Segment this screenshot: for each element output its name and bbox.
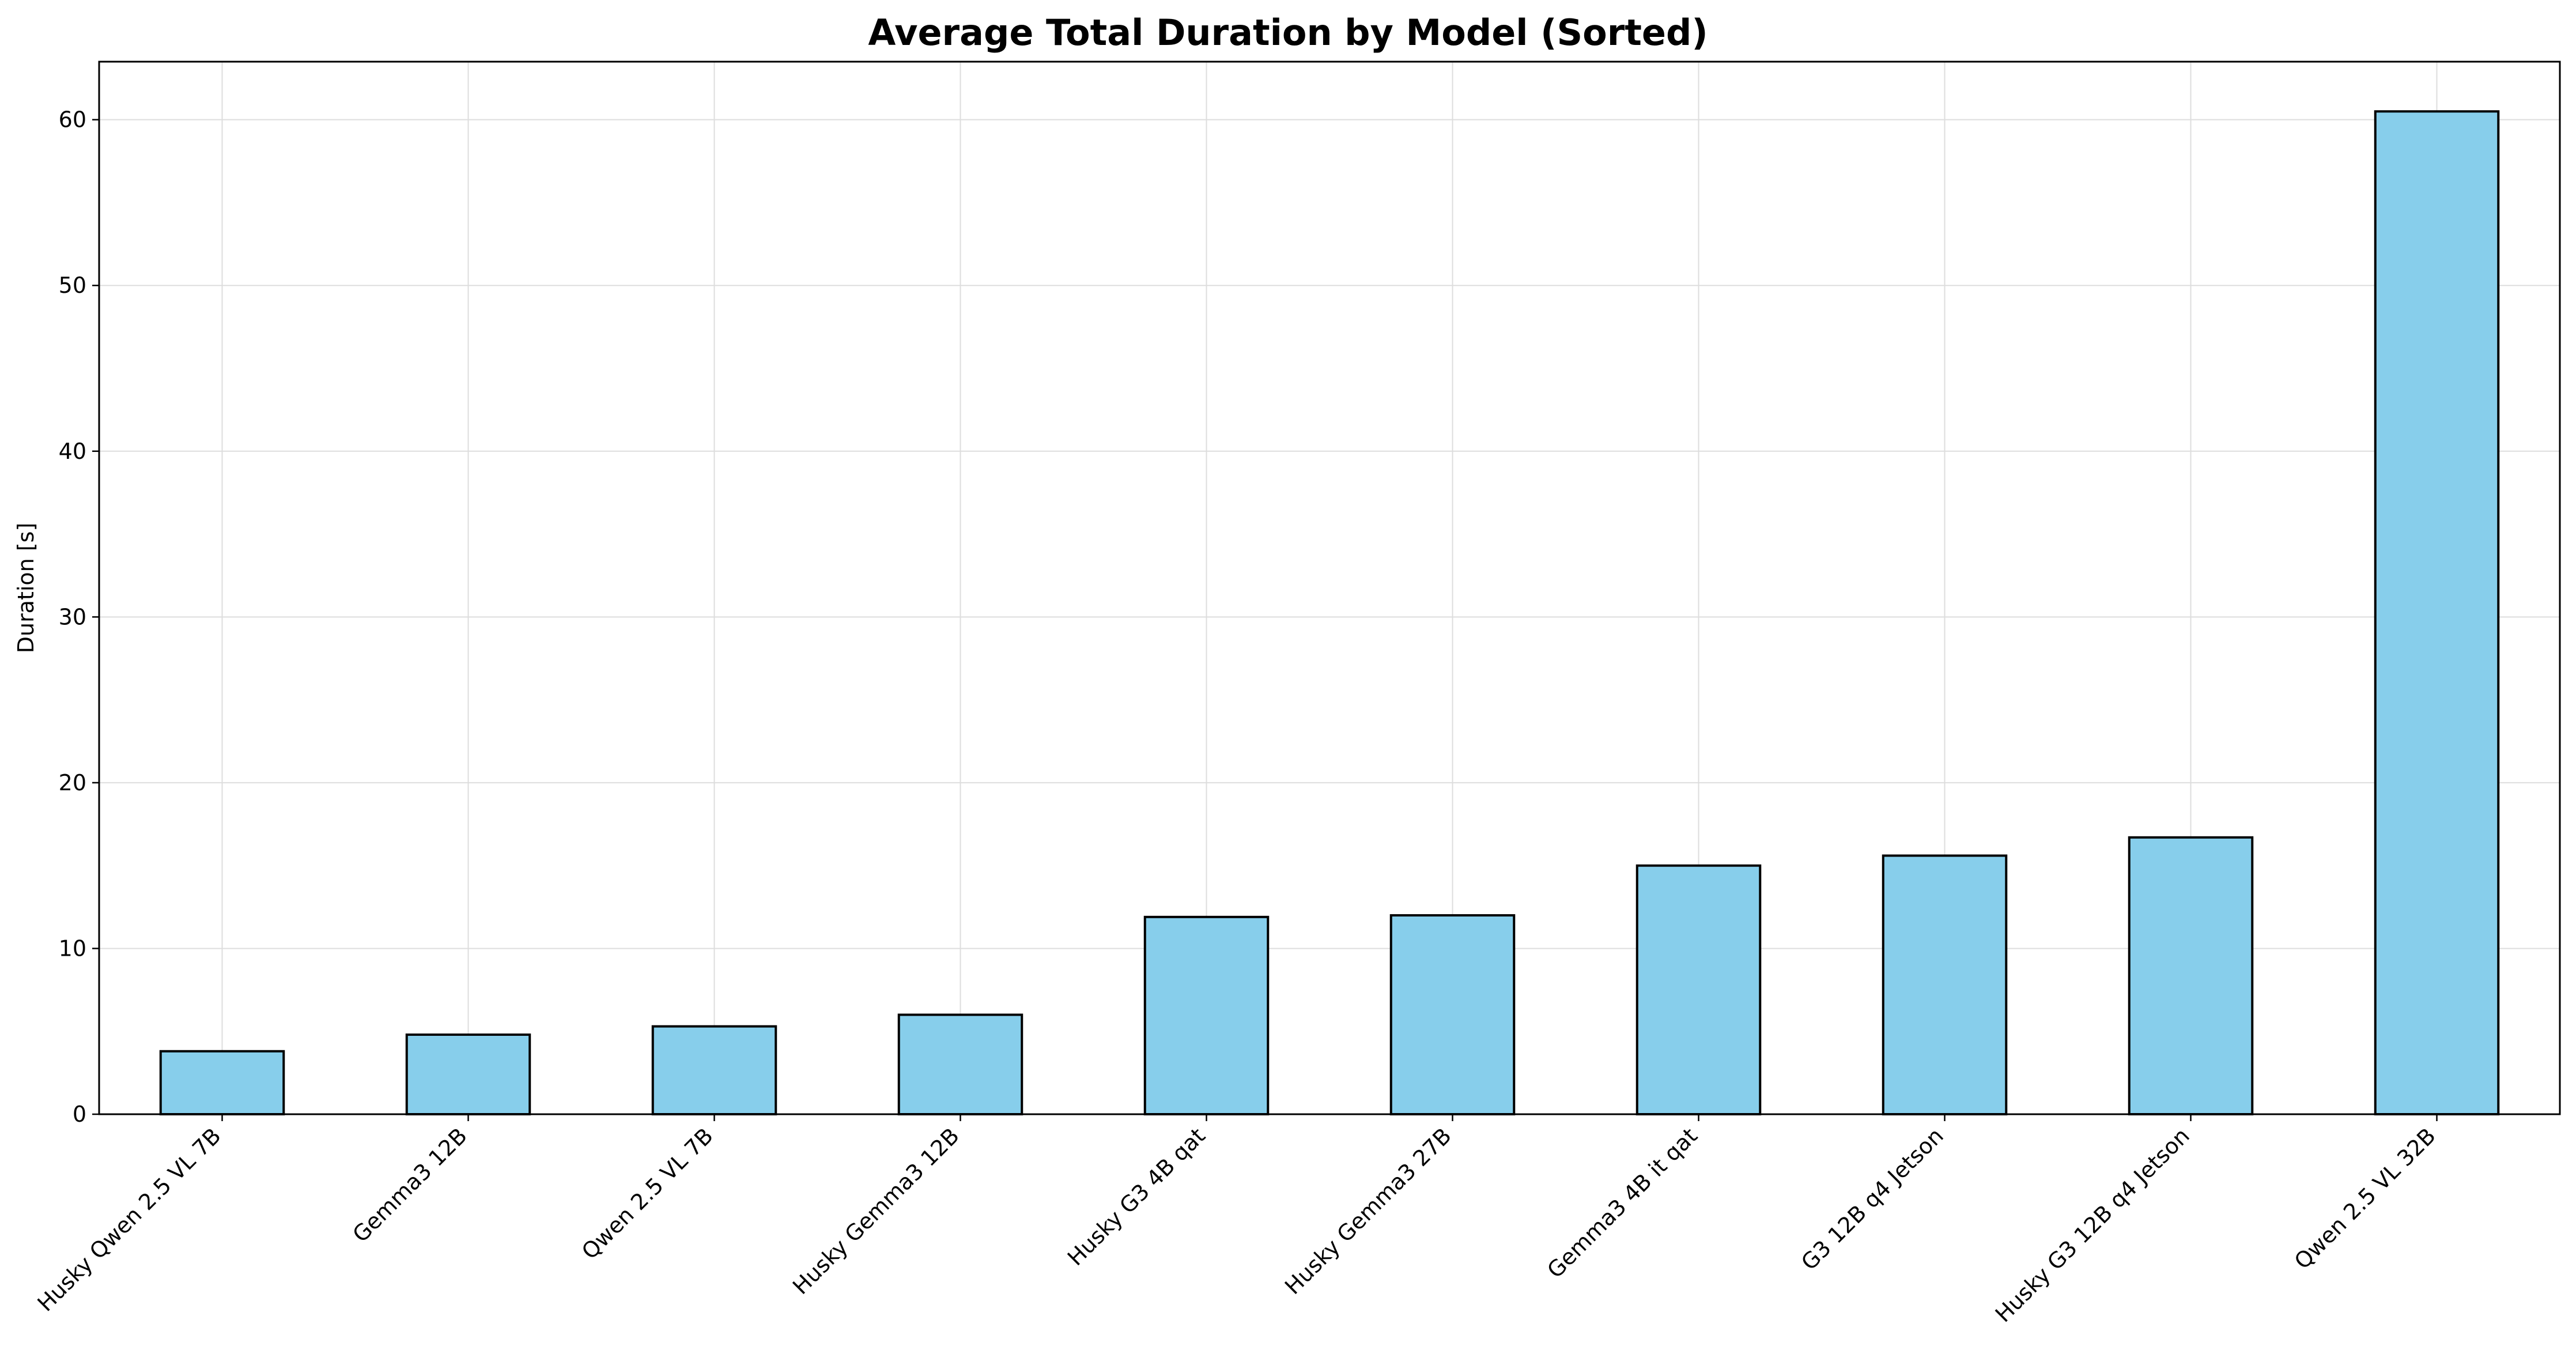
y-tick-label: 50 — [59, 273, 86, 298]
y-tick-label: 0 — [73, 1102, 86, 1127]
y-tick-label: 20 — [59, 770, 86, 795]
bar — [651, 1025, 777, 1116]
y-tick-label: 10 — [59, 936, 86, 961]
bar — [897, 1013, 1023, 1116]
bar — [1636, 864, 1762, 1115]
plot-frame — [98, 61, 2561, 1115]
y-tick-label: 40 — [59, 439, 86, 464]
bar — [2374, 110, 2500, 1116]
y-axis-label: Duration [s] — [13, 523, 39, 654]
bar — [1389, 914, 1516, 1115]
y-tick-label: 60 — [59, 107, 86, 133]
chart-title: Average Total Duration by Model (Sorted) — [868, 12, 1708, 54]
y-tick-label: 30 — [59, 604, 86, 629]
bar — [405, 1033, 531, 1116]
y-axis-ticks: 0 10 20 30 40 50 60 — [59, 107, 99, 1127]
bar — [159, 1050, 285, 1115]
bar — [2128, 836, 2254, 1115]
bar — [1143, 915, 1270, 1115]
bar — [1882, 854, 2008, 1115]
